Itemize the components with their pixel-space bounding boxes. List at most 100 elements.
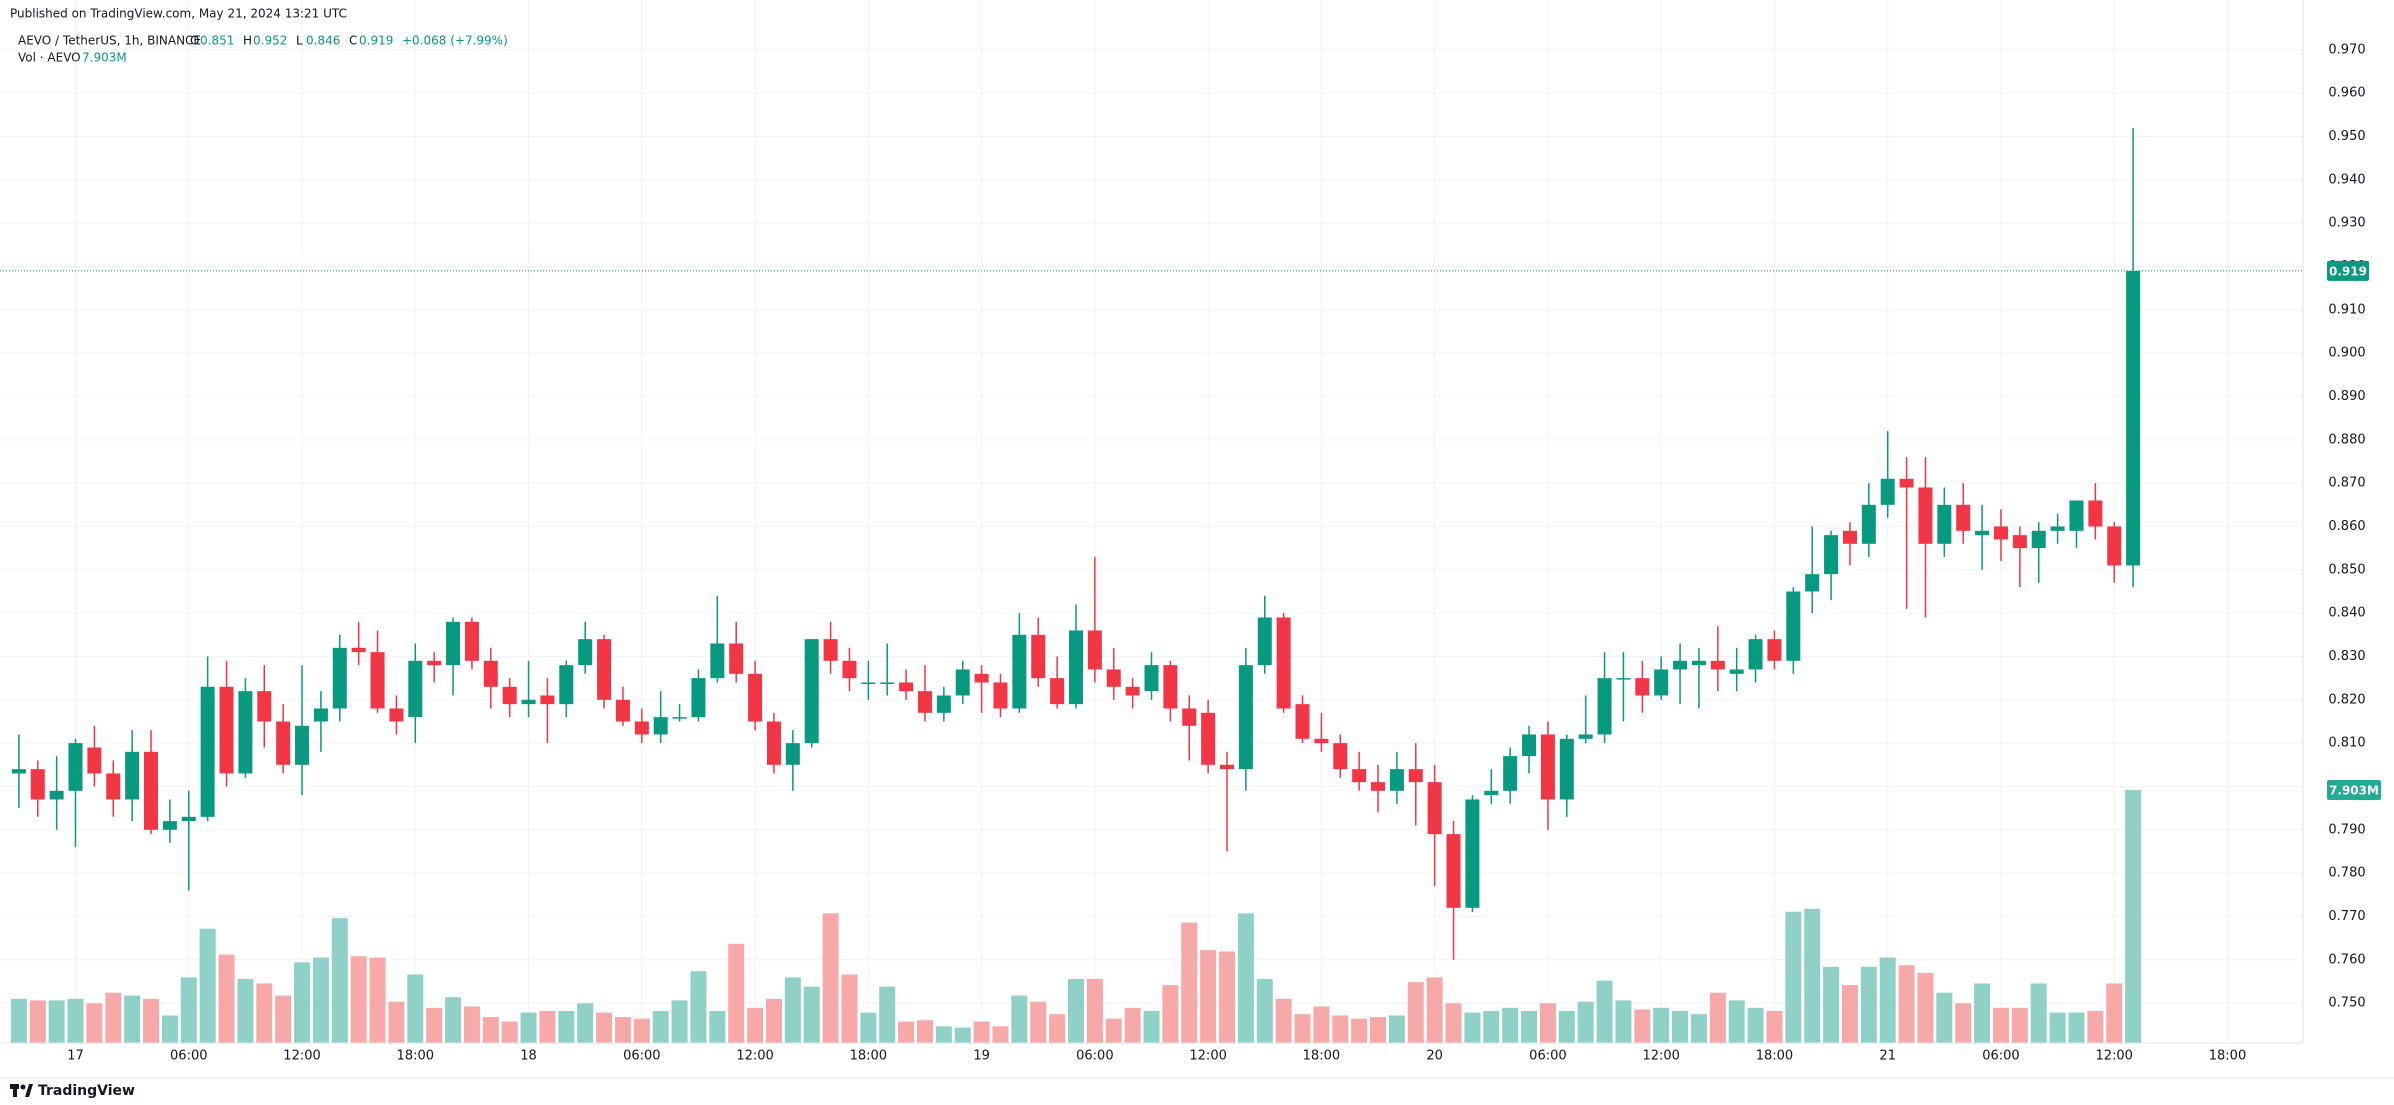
published-text: Published on TradingView.com, May 21, 20… [10, 7, 347, 21]
candle-body [804, 639, 819, 744]
candle-body [1465, 799, 1480, 908]
volume-bar [1181, 922, 1198, 1043]
y-tick-label: 0.880 [2328, 432, 2365, 447]
candle-body [1805, 574, 1820, 592]
y-tick-label: 0.840 [2328, 606, 2365, 621]
x-tick-label: 21 [1879, 1049, 1896, 1064]
y-tick-label: 0.950 [2328, 129, 2365, 144]
x-tick-label: 18 [520, 1049, 537, 1064]
candle-body [1144, 665, 1159, 692]
candle-body [1578, 734, 1593, 739]
candle-body [653, 717, 668, 735]
ohlc-legend: O 0.851 H 0.952 L 0.846 C 0.919 +0.068 (+7.99%) [190, 34, 508, 48]
volume-bar [294, 962, 311, 1043]
candle-body [30, 769, 45, 800]
candle-body [2088, 500, 2103, 527]
volume-bar [1105, 1018, 1122, 1043]
volume-bar [1596, 980, 1613, 1043]
volume-bar [143, 998, 160, 1043]
volume-bar [539, 1010, 556, 1043]
y-tick-label: 0.780 [2328, 866, 2365, 881]
volume-bar [1653, 1007, 1670, 1043]
candle-body [1446, 834, 1461, 908]
candle-body [144, 751, 159, 830]
volume-bar [1860, 966, 1877, 1043]
volume-bar [1351, 1018, 1368, 1043]
volume-bar [1728, 1000, 1745, 1043]
candle-body [502, 686, 517, 705]
volume-bar [2030, 983, 2047, 1043]
ohlc-value: 0.919 [359, 34, 393, 48]
volume-bar [1804, 908, 1821, 1043]
candle-body [2107, 526, 2122, 566]
volume-bar [1011, 995, 1028, 1043]
brand-text: TradingView [38, 1083, 135, 1099]
candle-body [578, 639, 593, 666]
volume-bar [1237, 913, 1254, 1043]
x-tick-label: 19 [973, 1049, 990, 1064]
volume-bar [2068, 1012, 2085, 1043]
candle-body [2012, 535, 2027, 549]
volume-bar [633, 1018, 650, 1043]
volume-title: Vol · AEVO [18, 51, 81, 65]
volume-bar [1577, 1001, 1594, 1043]
volume-bar [275, 995, 292, 1043]
volume-bar [1464, 1012, 1481, 1043]
volume-bar [1426, 977, 1443, 1043]
volume-bar [1124, 1007, 1141, 1043]
volume-bar [67, 998, 84, 1043]
candle-body [559, 665, 574, 705]
candle-body [1616, 678, 1631, 680]
candle-body [1257, 617, 1272, 666]
volume-bar [256, 983, 273, 1043]
volume-bar [29, 1000, 46, 1043]
candle-body [1691, 660, 1706, 666]
candle-body [955, 669, 970, 696]
candle-body [200, 686, 215, 817]
candle-body [1540, 734, 1555, 800]
candle-body [125, 751, 140, 800]
candle-body [1408, 769, 1423, 783]
volume-bar [407, 974, 424, 1043]
volume-bar [10, 998, 27, 1043]
volume-bar [765, 998, 782, 1043]
candle-body [1842, 530, 1857, 544]
volume-bar [1558, 1010, 1575, 1043]
y-tick-label: 0.810 [2328, 736, 2365, 751]
candle-body [1295, 704, 1310, 739]
ohlc-key: C [349, 34, 357, 48]
volume-bar [1388, 1015, 1405, 1043]
candle-body [1276, 617, 1291, 709]
candle-body [1012, 634, 1027, 709]
candle-body [1899, 478, 1914, 488]
volume-bar [501, 1021, 518, 1043]
volume-bar [463, 1006, 480, 1043]
candle-body [389, 708, 404, 722]
candle-body [370, 652, 385, 709]
x-tick-label: 06:00 [170, 1049, 207, 1064]
symbol-text: AEVO / TetherUS, 1h, BINANCE [18, 34, 201, 48]
candle-body [162, 821, 177, 830]
candle-body [68, 743, 83, 791]
candle-body [672, 717, 687, 719]
candle-body [2031, 530, 2046, 549]
candle-body [785, 743, 800, 765]
candle-body [766, 721, 781, 765]
ohlc-value: 0.952 [253, 34, 287, 48]
volume-layer [10, 789, 2142, 1043]
candle-body [1389, 769, 1404, 791]
x-tick-label: 18:00 [850, 1049, 887, 1064]
y-tick-label: 0.930 [2328, 216, 2365, 231]
volume-bar [1162, 985, 1179, 1043]
candle-body [1559, 738, 1574, 800]
y-tick-label: 0.790 [2328, 822, 2365, 837]
volume-bar [690, 971, 707, 1043]
candle-body [1484, 790, 1499, 796]
volume-bar [1709, 992, 1726, 1043]
candle-body [1371, 782, 1386, 791]
volume-bar [86, 1003, 103, 1043]
candle-body [181, 816, 196, 822]
candle-body [2050, 526, 2065, 531]
volume-bar [2087, 1010, 2104, 1043]
